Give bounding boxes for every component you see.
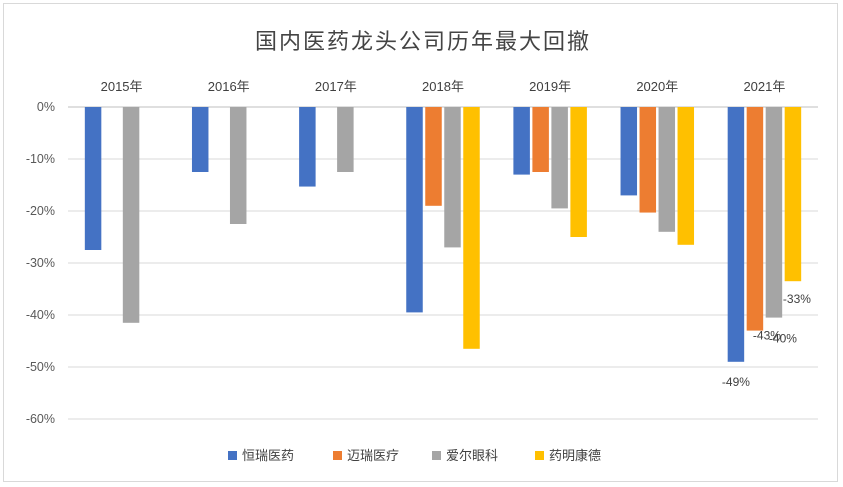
y-tick-label: -30%: [26, 256, 55, 270]
bar: [570, 107, 587, 237]
data-label: -40%: [769, 332, 797, 346]
x-category-label: 2015年: [101, 79, 143, 94]
bar: [84, 107, 102, 250]
bar: [765, 107, 783, 318]
x-category-label: 2021年: [743, 79, 785, 94]
data-label: -33%: [783, 292, 811, 306]
x-category-label: 2020年: [636, 79, 678, 94]
legend-swatch: [535, 451, 544, 460]
legend-swatch: [333, 451, 342, 460]
y-tick-label: -60%: [26, 412, 55, 426]
data-label: -43%: [753, 329, 781, 343]
bar: [191, 107, 209, 172]
x-category-label: 2019年: [529, 79, 571, 94]
bar: [425, 107, 442, 206]
x-category-label: 2017年: [315, 79, 357, 94]
y-axis-ticks: 0% -10% -20% -30% -40% -50% -60%: [26, 100, 55, 426]
y-tick-label: 0%: [37, 100, 55, 114]
y-tick-label: -20%: [26, 204, 55, 218]
x-category-label: 2018年: [422, 79, 464, 94]
chart-title: 国内医药龙头公司历年最大回撤: [255, 30, 591, 55]
data-label: -49%: [722, 375, 750, 389]
bar: [658, 107, 676, 232]
y-tick-label: -40%: [26, 308, 55, 322]
bar: [746, 107, 764, 331]
bar: [299, 107, 316, 187]
legend-swatch: [432, 451, 441, 460]
legend-label: 迈瑞医疗: [347, 449, 399, 464]
bars: [84, 107, 802, 362]
legend-swatch: [228, 451, 237, 460]
bar: [784, 107, 802, 282]
bar: [513, 107, 530, 175]
bar: [229, 107, 247, 224]
bar: [463, 107, 480, 349]
legend-label: 爱尔眼科: [446, 449, 498, 464]
bar: [444, 107, 461, 248]
bar: [406, 107, 423, 313]
x-axis-categories: 2015年 2016年 2017年 2018年 2019年 2020年 2021年: [101, 79, 786, 94]
bar: [727, 107, 745, 362]
legend-label: 恒瑞医药: [242, 449, 294, 464]
bar: [551, 107, 568, 209]
y-tick-label: -10%: [26, 152, 55, 166]
bar: [677, 107, 695, 245]
y-tick-label: -50%: [26, 360, 55, 374]
bar: [620, 107, 638, 196]
legend-label: 药明康德: [549, 448, 601, 464]
x-category-label: 2016年: [208, 79, 250, 94]
data-labels: -49% -43%-40% -33%: [722, 292, 811, 389]
legend: 恒瑞医药 迈瑞医疗 爱尔眼科 药明康德: [228, 448, 601, 464]
bar: [122, 107, 140, 323]
bar: [639, 107, 657, 213]
gridlines: [68, 106, 818, 420]
bar: [337, 107, 354, 172]
bar: [532, 107, 549, 172]
